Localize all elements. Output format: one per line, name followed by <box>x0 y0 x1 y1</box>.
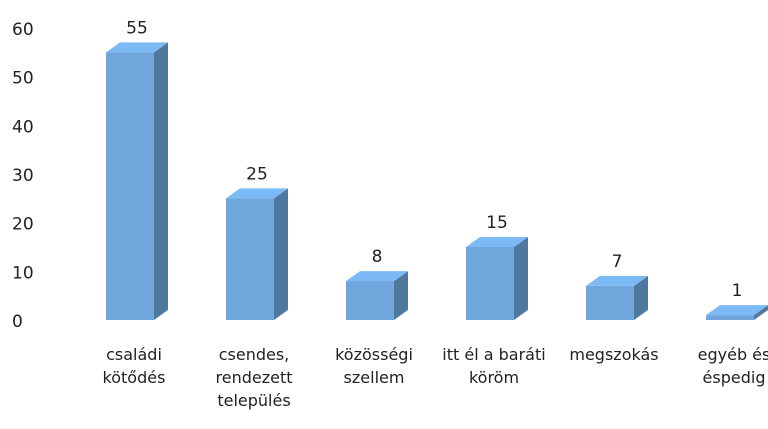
bar-top <box>346 271 408 282</box>
x-tick-label: egyéb és éspedig <box>697 345 768 387</box>
bar <box>586 285 634 320</box>
y-tick-label: 50 <box>12 69 34 89</box>
y-tick-label: 0 <box>12 312 23 332</box>
bar <box>466 247 514 320</box>
bar-side <box>514 237 528 320</box>
bar-side <box>394 271 408 320</box>
bar-side <box>154 42 168 320</box>
value-label: 7 <box>612 252 623 272</box>
bar <box>226 198 274 320</box>
value-label: 25 <box>246 164 268 184</box>
x-tick-label: megszokás <box>569 345 659 364</box>
bar-top <box>106 42 168 53</box>
value-label: 15 <box>486 213 508 233</box>
value-label: 55 <box>126 18 148 38</box>
x-tick-label: közösségi szellem <box>335 345 413 387</box>
y-tick-label: 10 <box>12 263 34 283</box>
x-tick-label: itt él a baráti köröm <box>442 345 546 387</box>
bar-top <box>706 305 768 316</box>
bar-top <box>466 237 528 247</box>
bar-side <box>754 305 768 320</box>
value-label: 1 <box>732 281 743 301</box>
x-tick-label: csendes, rendezett település <box>215 345 293 410</box>
bar-top <box>586 275 648 286</box>
x-tick-label: családi kötődés <box>102 345 166 387</box>
y-tick-label: 40 <box>12 117 34 137</box>
y-tick-label: 60 <box>12 20 34 40</box>
bar <box>106 52 154 320</box>
bar <box>706 315 754 320</box>
bar-side <box>634 275 648 320</box>
value-label: 8 <box>372 247 383 267</box>
bar-side <box>274 188 288 320</box>
bar-top <box>226 188 288 199</box>
bar <box>346 281 394 320</box>
y-tick-label: 30 <box>12 166 34 186</box>
y-tick-label: 20 <box>12 215 34 235</box>
